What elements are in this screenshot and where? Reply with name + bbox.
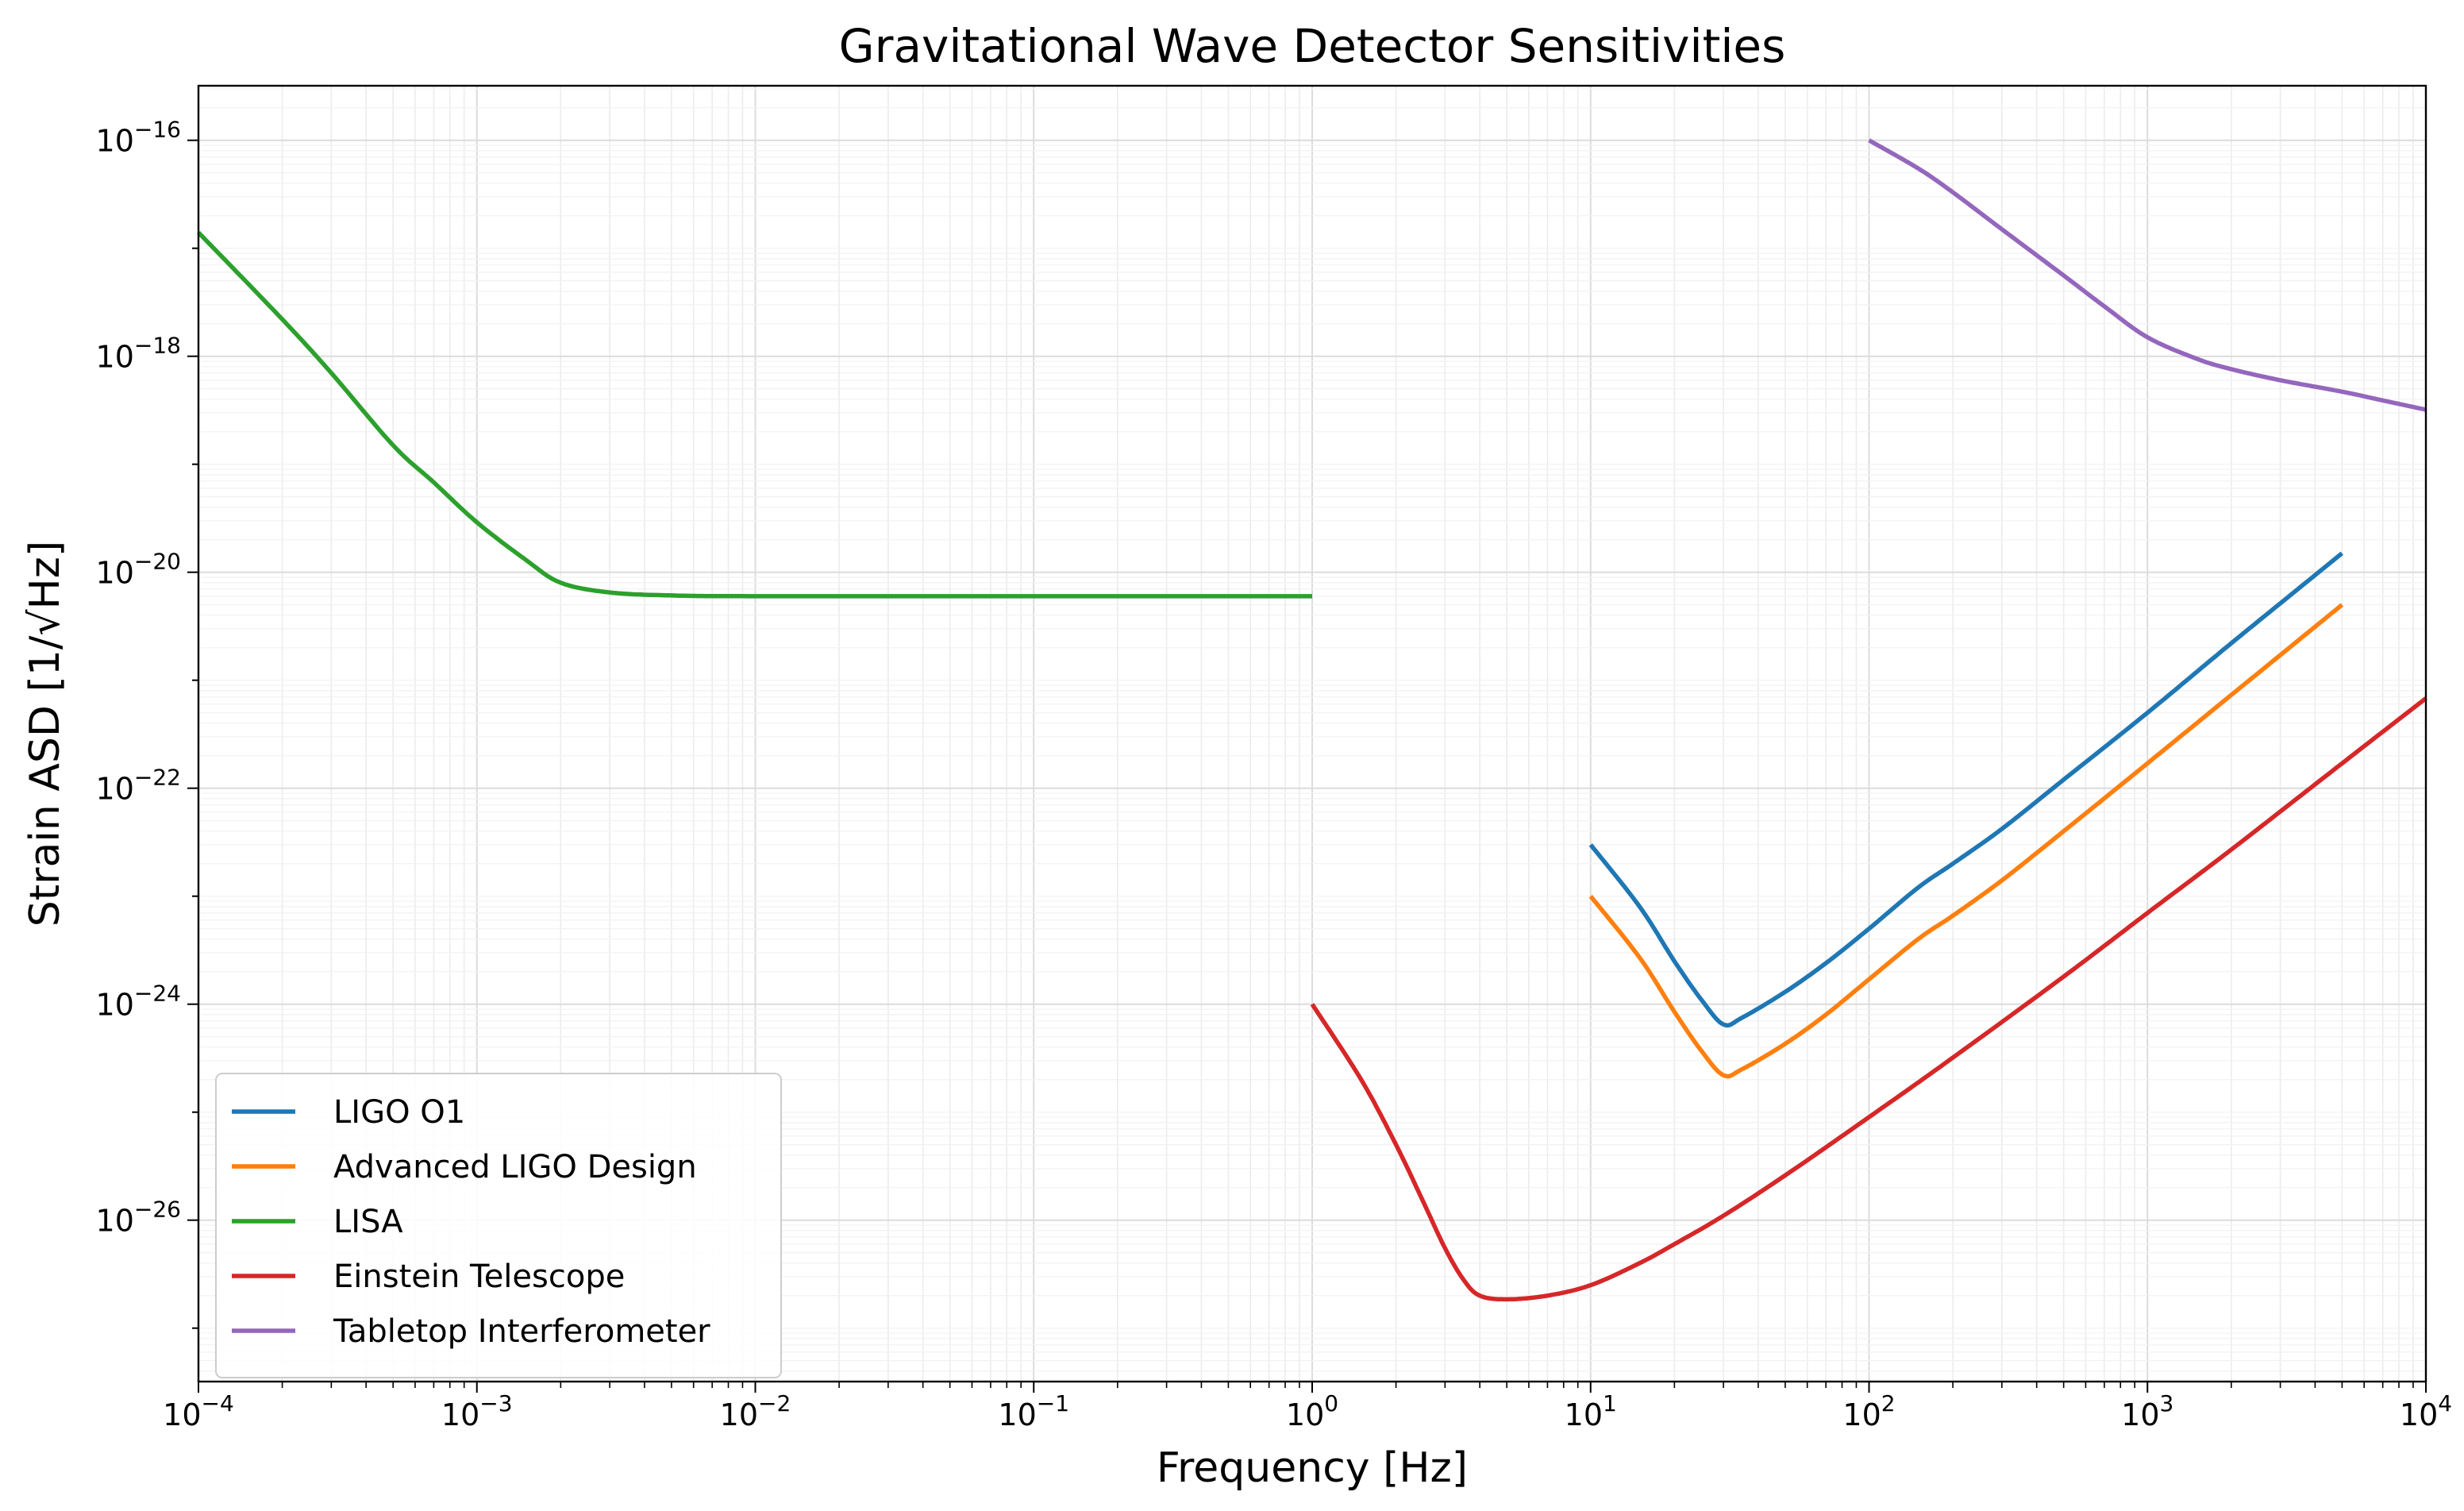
x-tick-label: 10−1	[998, 1390, 1069, 1432]
series-line-0	[1588, 551, 2344, 1028]
y-tick-label: 10−22	[96, 765, 181, 807]
legend-label: Einstein Telescope	[333, 1259, 625, 1295]
x-axis-label: Frequency [Hz]	[1157, 1444, 1468, 1492]
x-tick-label: 10−2	[720, 1390, 791, 1432]
chart-title: Gravitational Wave Detector Sensitivitie…	[839, 19, 1786, 73]
x-tick-label: 104	[2400, 1390, 2452, 1432]
legend-label: Advanced LIGO Design	[333, 1149, 697, 1185]
ticks: 10−4 10−3 10−2 10−1 100 101 102 103 104 10−26 10−2…	[96, 117, 2453, 1432]
legend-label: Tabletop Interferometer	[333, 1313, 710, 1350]
y-axis-label: Strain ASD [1/√Hz]	[21, 541, 69, 927]
y-tick-label: 10−20	[96, 549, 181, 591]
legend: LIGO O1 Advanced LIGO Design LISA Einstein …	[215, 1073, 782, 1378]
x-tick-label: 103	[2121, 1390, 2173, 1432]
legend-label: LISA	[333, 1204, 403, 1240]
x-tick-label: 102	[1842, 1390, 1895, 1432]
grid	[198, 86, 2427, 1382]
series-line-4	[1868, 138, 2427, 412]
series-lines	[197, 138, 2427, 1302]
x-tick-label: 100	[1286, 1390, 1338, 1432]
y-tick-label: 10−16	[96, 117, 181, 159]
x-tick-label: 10−3	[441, 1390, 513, 1432]
y-tick-label: 10−24	[96, 981, 181, 1023]
y-tick-label: 10−26	[96, 1197, 181, 1239]
x-tick-label: 10−4	[163, 1390, 234, 1432]
legend-label: LIGO O1	[333, 1094, 465, 1131]
x-tick-label: 101	[1565, 1390, 1617, 1432]
series-line-3	[1310, 696, 2427, 1302]
series-line-2	[197, 230, 1312, 599]
series-line-1	[1588, 603, 2344, 1079]
y-tick-label: 10−18	[96, 333, 181, 375]
legend-box	[215, 1073, 782, 1378]
